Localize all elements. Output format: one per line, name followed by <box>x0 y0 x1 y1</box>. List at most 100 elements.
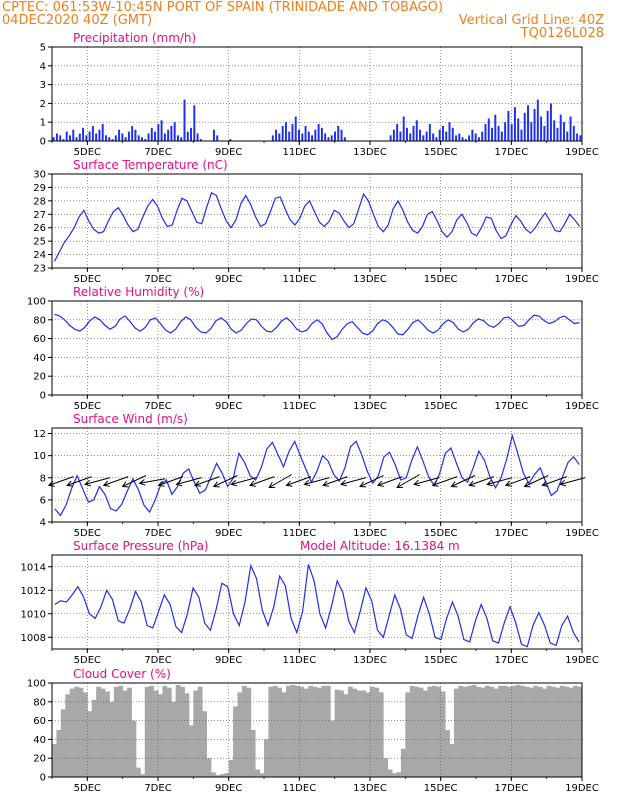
cloud-bar <box>427 686 433 777</box>
cloud-bar <box>272 685 278 777</box>
cloud-bar <box>343 694 349 777</box>
cloud-bar <box>462 686 468 777</box>
pressure-xtick-label: 11DEC <box>282 655 316 666</box>
precip-bar <box>154 131 157 141</box>
precip-bar <box>576 133 579 141</box>
precip-bar <box>304 125 307 141</box>
precip-bar <box>474 133 477 141</box>
precip-bar <box>212 129 215 141</box>
cloud-bar <box>87 711 93 777</box>
rh-frame <box>51 300 583 396</box>
wind-vector-arrow <box>102 476 129 487</box>
cloud-bar <box>440 691 446 777</box>
precip-bar <box>137 135 140 141</box>
precip-bar <box>451 127 454 141</box>
wind-vector-arrow <box>285 476 312 487</box>
cloud-bar <box>233 706 238 777</box>
cloud-bar <box>378 692 384 777</box>
precip-bar <box>389 135 392 141</box>
precip-bar <box>563 122 565 141</box>
rh-ytick-label: 0 <box>40 391 46 402</box>
temp-panel: Surface Temperature (nC) 23 24 25 26 27 28 29 30… <box>33 158 599 285</box>
temp-xtick-label: 9DEC <box>215 274 242 285</box>
precip-bar <box>572 125 575 141</box>
precip-bar <box>72 129 75 141</box>
precip-ytick-label: 0 <box>40 137 46 148</box>
header-location: CPTEC: 061:53W-10:45N PORT OF SPAIN (TRI… <box>2 0 444 15</box>
precip-bar <box>291 124 294 141</box>
precip-bar <box>471 129 474 141</box>
cloud-bar <box>219 774 225 777</box>
precip-bar <box>59 135 62 141</box>
cloud-xtick-label: 11DEC <box>282 783 316 794</box>
precip-bar <box>507 110 510 141</box>
precip-bar <box>428 124 431 141</box>
wind-ytick-label: 10 <box>33 451 46 462</box>
cloud-ytick-label: 100 <box>27 679 46 690</box>
precip-bar <box>409 133 412 141</box>
wind-xtick-label: 5DEC <box>74 528 101 539</box>
precip-bar <box>533 109 536 141</box>
rh-xtick-label: 9DEC <box>215 401 242 412</box>
precip-bar <box>193 105 196 141</box>
precip-bar <box>183 99 186 141</box>
precip-bar <box>278 133 281 141</box>
precip-bar <box>435 137 438 141</box>
precip-bar <box>484 124 487 141</box>
cloud-ytick-label: 20 <box>33 754 46 765</box>
temp-ytick-label: 30 <box>33 170 46 181</box>
precip-bar <box>481 131 484 141</box>
precip-bar <box>412 125 415 141</box>
cloud-bar <box>105 691 110 777</box>
precip-bar <box>275 129 278 141</box>
rh-panel: Relative Humidity (%) 0 20 40 60 80 100 5DEC 7DE… <box>27 285 599 412</box>
wind-vector-arrow <box>376 476 403 487</box>
precip-bar <box>494 114 497 141</box>
precip-bar <box>271 135 274 141</box>
cloud-bar <box>299 686 305 777</box>
wind-vector-arrow <box>468 476 494 487</box>
cloud-bar <box>211 772 216 777</box>
precip-bar <box>75 137 78 141</box>
precip-bar <box>124 137 127 141</box>
precip-bar <box>186 131 189 141</box>
rh-xtick-label: 13DEC <box>353 401 387 412</box>
precip-xtick-label: 11DEC <box>282 147 316 158</box>
wind-vector-arrow <box>559 477 586 487</box>
cloud-bar <box>255 769 260 777</box>
cloud-bar <box>564 686 570 777</box>
cloud-bar <box>162 685 168 777</box>
cloud-bar <box>546 685 552 777</box>
cloud-ytick-label: 0 <box>40 773 46 784</box>
precip-bar <box>523 112 526 141</box>
cloud-xtick-label: 19DEC <box>565 783 599 794</box>
cloud-bar <box>281 692 287 777</box>
cloud-bar <box>224 773 230 777</box>
wind-frame <box>51 427 583 523</box>
precip-bar <box>52 137 55 141</box>
cloud-bar <box>542 688 548 777</box>
precip-bar <box>127 131 130 141</box>
precip-bar <box>314 129 317 141</box>
cloud-bar <box>449 744 455 777</box>
cloud-bar <box>537 686 543 777</box>
precip-bar <box>65 131 68 141</box>
cloud-bar <box>60 709 66 777</box>
temp-title: Surface Temperature (nC) <box>73 158 228 172</box>
precip-bar <box>144 139 147 141</box>
precip-bar <box>150 127 153 141</box>
precip-bar <box>477 137 480 141</box>
precip-bar <box>491 127 494 141</box>
precip-panel: Precipitation (mm/h) 0 1 2 3 4 5 5DEC 7DEC 9DEC 11… <box>40 31 599 158</box>
cloud-bar <box>109 701 115 777</box>
precip-xtick-label: 7DEC <box>144 147 171 158</box>
cloud-bar <box>171 701 177 777</box>
cloud-bar <box>193 690 199 777</box>
cloud-bar <box>374 687 380 777</box>
rh-xtick-label: 5DEC <box>74 401 101 412</box>
temp-ytick-label: 27 <box>33 210 46 221</box>
cloud-bar <box>330 720 336 777</box>
cloud-bar <box>264 739 269 777</box>
wind-ytick-label: 6 <box>40 495 46 506</box>
wind-vector-arrow <box>523 475 549 488</box>
